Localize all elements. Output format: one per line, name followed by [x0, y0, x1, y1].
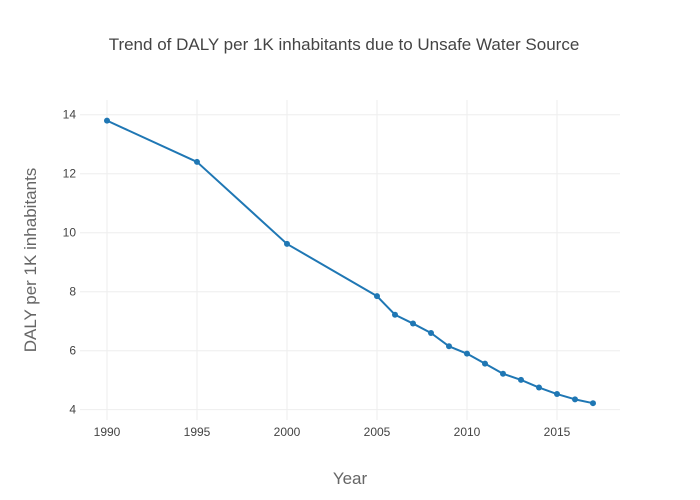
data-point[interactable]: [446, 343, 452, 350]
data-point[interactable]: [590, 400, 596, 407]
data-point[interactable]: [536, 384, 542, 391]
y-axis-ticks: 4 6 8 10 12 14: [63, 108, 77, 417]
x-tick-label: 2005: [364, 425, 391, 439]
y-axis-title: DALY per 1K inhabitants: [21, 168, 40, 353]
data-point[interactable]: [374, 293, 380, 300]
x-axis-ticks: 1990 1995 2000 2005 2010 2015: [94, 425, 571, 439]
data-point[interactable]: [500, 370, 506, 377]
data-point[interactable]: [464, 350, 470, 357]
y-tick-label: 12: [63, 167, 77, 181]
x-tick-label: 1995: [184, 425, 211, 439]
x-tick-label: 1990: [94, 425, 121, 439]
series-line: [106, 119, 594, 405]
x-axis-title: Year: [333, 469, 368, 488]
data-point[interactable]: [392, 311, 398, 318]
y-tick-label: 4: [69, 403, 76, 417]
data-point[interactable]: [482, 360, 488, 367]
data-point[interactable]: [554, 391, 560, 398]
data-point[interactable]: [194, 158, 200, 165]
x-tick-label: 2015: [544, 425, 571, 439]
series-layer: [104, 117, 596, 407]
x-tick-label: 2010: [454, 425, 481, 439]
grid-layer: [80, 100, 620, 420]
data-point[interactable]: [284, 240, 290, 247]
x-tick-label: 2000: [274, 425, 301, 439]
data-point[interactable]: [104, 117, 110, 124]
y-tick-label: 6: [69, 344, 76, 358]
y-tick-label: 10: [63, 226, 77, 240]
chart-title: Trend of DALY per 1K inhabitants due to …: [109, 35, 580, 54]
data-point[interactable]: [410, 320, 416, 327]
y-tick-label: 8: [69, 285, 76, 299]
data-point[interactable]: [572, 396, 578, 403]
data-point[interactable]: [518, 376, 524, 383]
data-point[interactable]: [428, 329, 434, 336]
y-tick-label: 14: [63, 108, 77, 122]
